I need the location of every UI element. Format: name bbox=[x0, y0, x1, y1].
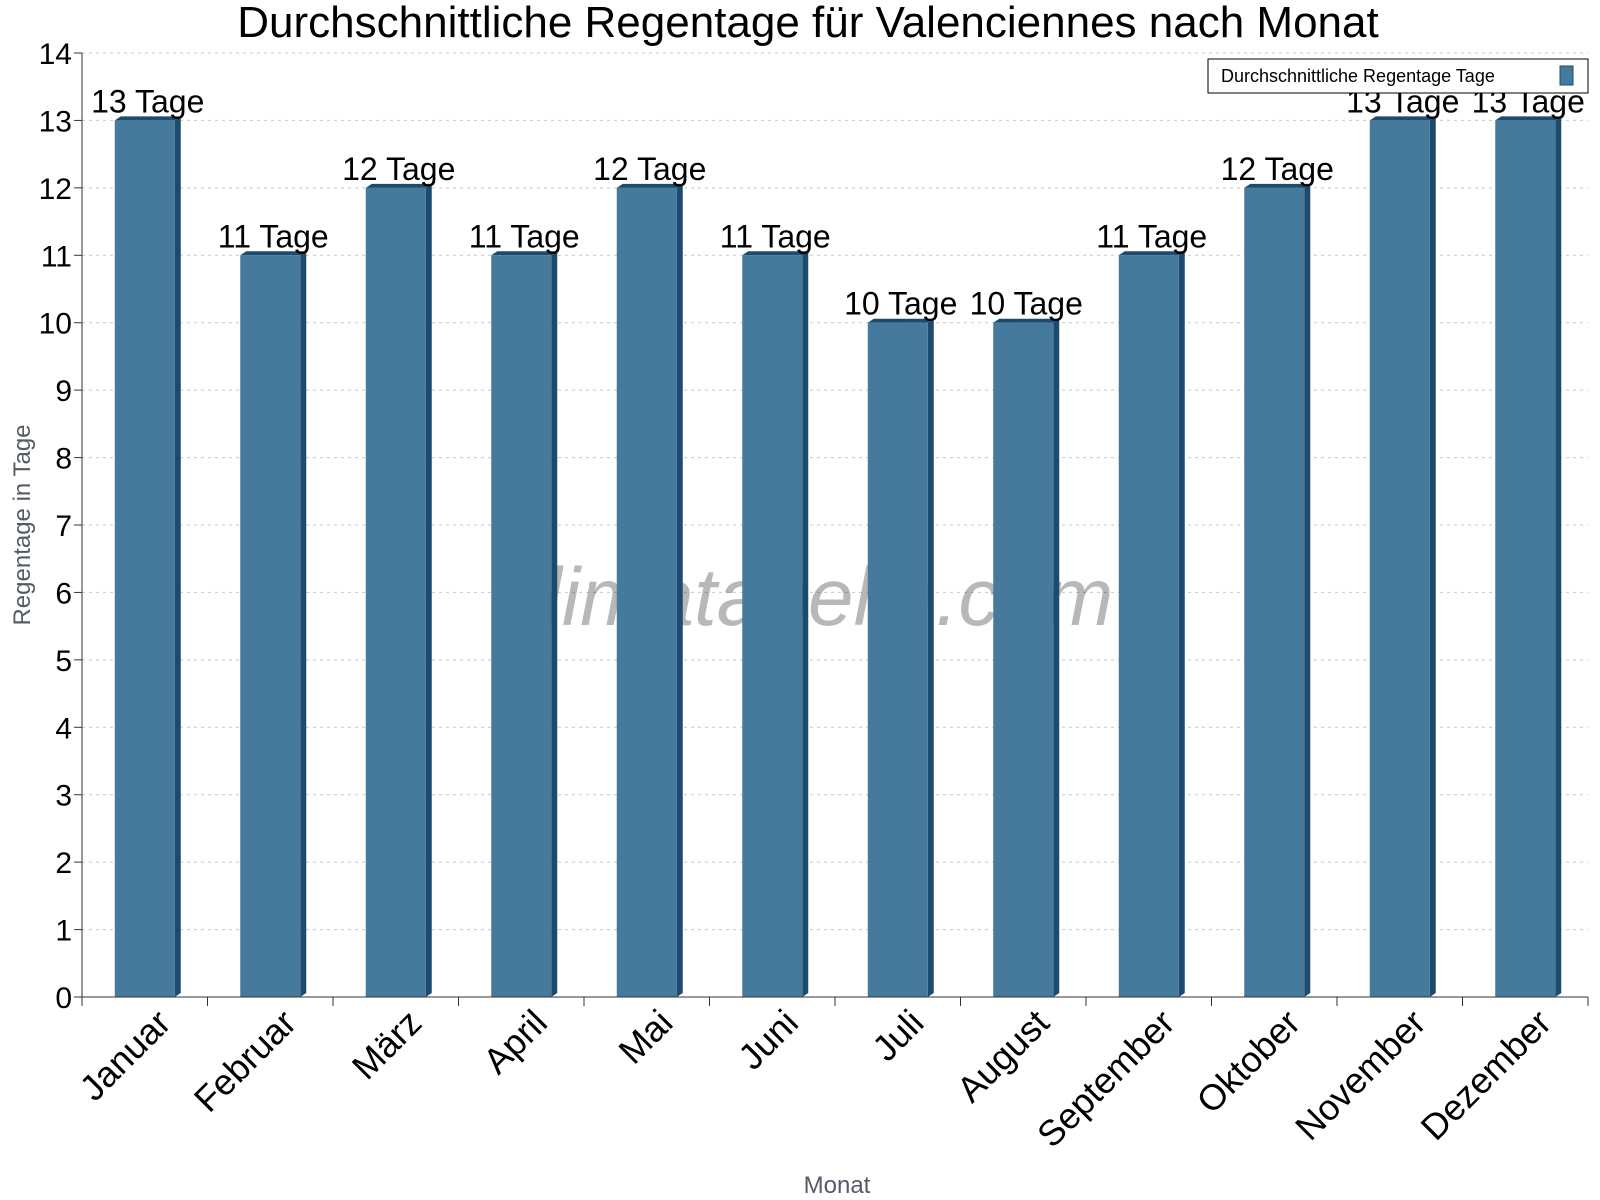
legend-box bbox=[1207, 58, 1589, 94]
bar-top-6 bbox=[867, 318, 934, 323]
data-label-3: 11 Tage bbox=[469, 218, 580, 254]
chart-title: Durchschnittliche Regentage für Valencie… bbox=[237, 0, 1378, 47]
x-tick-label-3: April bbox=[475, 1002, 555, 1082]
bar-11 bbox=[1495, 116, 1562, 997]
x-tick-label-2: März bbox=[344, 1002, 430, 1088]
x-tick-label-1: Februar bbox=[186, 1002, 304, 1120]
data-label-8: 11 Tage bbox=[1096, 218, 1207, 254]
bar-side-11 bbox=[1555, 116, 1562, 997]
bar-0 bbox=[114, 116, 181, 997]
y-axis-title: Regentage in Tage bbox=[9, 424, 36, 625]
bar-top-9 bbox=[1244, 183, 1311, 188]
bar-6 bbox=[867, 318, 934, 997]
bar-4 bbox=[616, 183, 683, 997]
bar-side-9 bbox=[1304, 183, 1311, 997]
bar-side-1 bbox=[300, 251, 307, 998]
bar-2 bbox=[365, 183, 432, 997]
bar-side-8 bbox=[1178, 251, 1185, 998]
bar-side-2 bbox=[425, 183, 432, 997]
data-label-1: 11 Tage bbox=[218, 218, 329, 254]
bar-side-0 bbox=[174, 116, 181, 997]
bar-top-5 bbox=[742, 251, 809, 256]
bar-side-5 bbox=[802, 251, 809, 998]
y-tick-label-7: 7 bbox=[55, 510, 72, 543]
y-tick-label-12: 12 bbox=[39, 173, 72, 206]
data-label-9: 12 Tage bbox=[1221, 151, 1334, 187]
y-tick-label-5: 5 bbox=[55, 645, 72, 678]
bar-5 bbox=[742, 251, 809, 998]
bar-top-0 bbox=[114, 116, 181, 121]
bar-side-7 bbox=[1053, 318, 1060, 997]
bar-top-2 bbox=[365, 183, 432, 188]
data-label-6: 10 Tage bbox=[844, 286, 957, 322]
bar-front-3 bbox=[491, 255, 552, 998]
bar-top-11 bbox=[1495, 116, 1562, 121]
x-axis-title: Monat bbox=[804, 1172, 871, 1199]
data-label-2: 12 Tage bbox=[342, 151, 455, 187]
bar-front-5 bbox=[742, 255, 803, 998]
x-tick-label-6: Juli bbox=[864, 1002, 931, 1069]
axes bbox=[74, 52, 1589, 1006]
bar-front-11 bbox=[1495, 120, 1556, 997]
y-tick-label-6: 6 bbox=[55, 577, 72, 610]
bar-front-2 bbox=[365, 187, 426, 997]
bar-front-6 bbox=[867, 322, 928, 997]
bar-side-6 bbox=[927, 318, 934, 997]
bar-3 bbox=[491, 251, 558, 998]
bar-9 bbox=[1244, 183, 1311, 997]
y-tick-label-2: 2 bbox=[55, 847, 72, 880]
x-tick-label-5: Juni bbox=[730, 1002, 806, 1078]
y-tick-label-4: 4 bbox=[55, 712, 72, 745]
bar-front-7 bbox=[993, 322, 1054, 997]
x-tick-labels: Januar Februar März April Mai Juni Juli AugustS… bbox=[72, 1002, 1559, 1156]
x-tick-label-7: August bbox=[949, 1002, 1057, 1110]
bar-7 bbox=[993, 318, 1060, 997]
y-tick-label-10: 10 bbox=[39, 308, 72, 341]
x-tick-label-0: Januar bbox=[72, 1002, 179, 1109]
bar-10 bbox=[1369, 116, 1436, 997]
y-tick-label-14: 14 bbox=[39, 38, 72, 71]
x-tick-label-9: Oktober bbox=[1188, 1002, 1308, 1122]
x-tick-label-11: Dezember bbox=[1412, 1002, 1558, 1148]
legend-label: Durchschnittliche Regentage Tage bbox=[1221, 66, 1495, 86]
bar-top-10 bbox=[1369, 116, 1436, 121]
legend-swatch bbox=[1559, 65, 1574, 86]
bar-side-3 bbox=[551, 251, 558, 998]
bar-front-10 bbox=[1369, 120, 1430, 997]
bar-front-0 bbox=[114, 120, 175, 997]
bar-1 bbox=[240, 251, 307, 998]
bar-top-4 bbox=[616, 183, 683, 188]
y-tick-label-8: 8 bbox=[55, 443, 72, 476]
bar-front-9 bbox=[1244, 187, 1305, 997]
y-tick-label-1: 1 bbox=[55, 915, 72, 948]
x-tick-label-4: Mai bbox=[610, 1002, 680, 1072]
data-label-5: 11 Tage bbox=[720, 218, 831, 254]
legend: Durchschnittliche Regentage Tage bbox=[1207, 58, 1589, 94]
bar-front-1 bbox=[240, 255, 301, 998]
y-tick-label-3: 3 bbox=[55, 780, 72, 813]
bar-side-10 bbox=[1429, 116, 1436, 997]
bar-top-1 bbox=[240, 251, 307, 256]
bar-front-4 bbox=[616, 187, 677, 997]
gridlines bbox=[82, 52, 1588, 931]
y-tick-label-11: 11 bbox=[41, 240, 72, 273]
data-label-7: 10 Tage bbox=[970, 286, 1083, 322]
x-tick-label-10: November bbox=[1287, 1002, 1433, 1148]
bar-top-7 bbox=[993, 318, 1060, 323]
data-label-4: 12 Tage bbox=[593, 151, 706, 187]
y-tick-label-13: 13 bbox=[39, 105, 72, 138]
data-label-0: 13 Tage bbox=[91, 83, 204, 119]
bar-8 bbox=[1118, 251, 1185, 998]
bar-top-3 bbox=[491, 251, 558, 256]
x-tick-label-8: September bbox=[1029, 1002, 1183, 1156]
data-labels: 13 Tage 11 Tage 12 Tage 11 Tage 12 Tage 11 Ta… bbox=[91, 83, 1585, 321]
bars bbox=[114, 116, 1562, 998]
bar-top-8 bbox=[1118, 251, 1185, 256]
bar-front-8 bbox=[1118, 255, 1179, 998]
y-tick-label-9: 9 bbox=[55, 375, 72, 408]
y-tick-label-0: 0 bbox=[55, 982, 72, 1015]
bar-side-4 bbox=[676, 183, 683, 997]
